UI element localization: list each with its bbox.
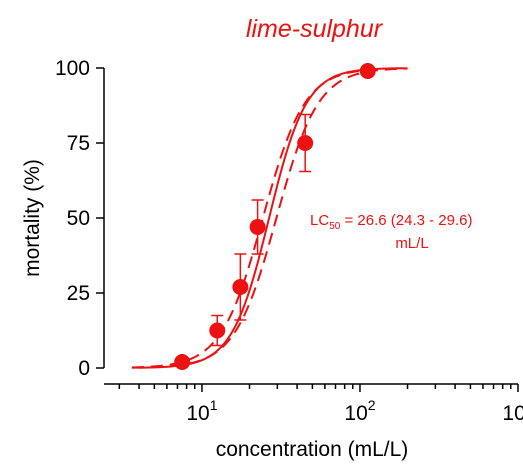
lc-subscript: 50 [329,221,341,232]
y-axis-label: mortality (%) [21,159,44,277]
x-tick-label: 101 [186,397,217,425]
y-tick-label: 75 [67,132,90,155]
data-point [232,279,249,295]
y-tick-label: 0 [78,357,90,380]
data-point [297,135,314,151]
svg-text:LC50 = 26.6 (24.3 - 29.6): LC50 = 26.6 (24.3 - 29.6) [310,212,472,232]
x-tick-base: 10 [344,402,367,425]
y-tick-label: 25 [67,282,90,305]
x-axis-label: concentration (mL/L) [216,438,409,461]
data-point [174,354,191,370]
x-tick-exponent: 1 [210,397,218,413]
x-tick-base: 10 [186,402,209,425]
x-tick-exponent: 2 [368,397,376,413]
lc-units: mL/L [395,235,428,252]
y-tick-label: 100 [55,57,90,80]
y-axis-ticks: 0 25 50 75 100 [55,57,104,380]
lc-prefix: LC [310,212,329,229]
data-points [174,63,376,370]
data-point [209,322,226,339]
x-axis-ticks: 101102103 [118,384,523,425]
x-tick-label: 103 [502,397,523,425]
x-tick-label: 102 [344,397,375,425]
data-point [249,219,266,235]
data-point [359,63,376,79]
y-tick-label: 50 [67,207,90,230]
lc-value-text: = 26.6 (24.3 - 29.6) [340,212,472,229]
chart-title: lime-sulphur [246,15,384,43]
lc50-annotation: LC50 = 26.6 (24.3 - 29.6) mL/L [310,212,472,252]
x-tick-base: 10 [502,402,523,425]
